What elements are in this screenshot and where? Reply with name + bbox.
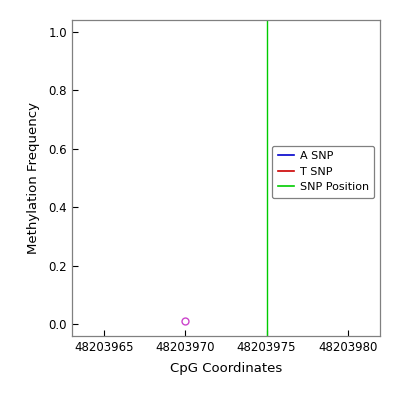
Y-axis label: Methylation Frequency: Methylation Frequency (27, 102, 40, 254)
Legend: A SNP, T SNP, SNP Position: A SNP, T SNP, SNP Position (272, 146, 374, 198)
X-axis label: CpG Coordinates: CpG Coordinates (170, 362, 282, 375)
